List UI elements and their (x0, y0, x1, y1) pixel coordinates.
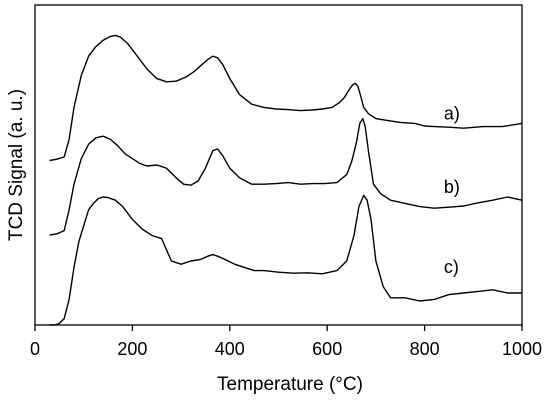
series-line (49, 34, 523, 162)
series-label: b) (444, 177, 460, 197)
x-tick-label: 800 (410, 339, 440, 359)
y-axis-label: TCD Signal (a. u.) (6, 89, 27, 241)
series-line (49, 194, 522, 326)
x-tick-label: 200 (117, 339, 147, 359)
series-label: c) (444, 257, 459, 277)
series-label: a) (444, 103, 460, 123)
plot-area-frame (34, 4, 523, 326)
x-tick-label: 400 (215, 339, 245, 359)
series-line (49, 117, 523, 236)
x-tick-label: 1000 (502, 339, 542, 359)
x-tick-label: 600 (312, 339, 342, 359)
x-tick-label: 0 (30, 339, 40, 359)
x-axis-label: Temperature (°C) (217, 374, 363, 395)
